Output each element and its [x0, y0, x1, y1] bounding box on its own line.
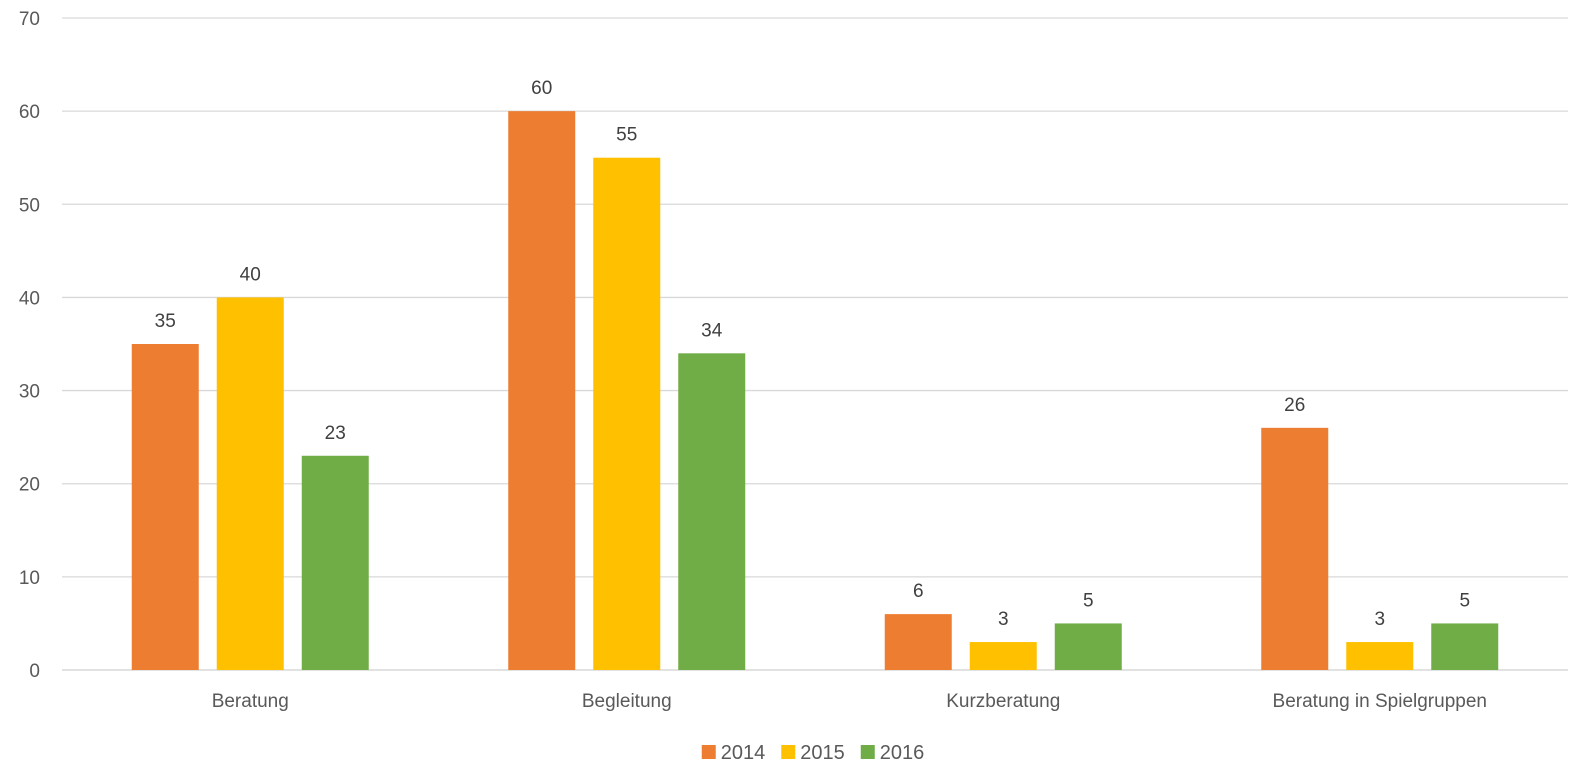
x-axis-category-labels: Beratung Begleitung Kurzberatung Beratung i…: [212, 691, 1487, 712]
bar-2015-beratung-in-spielgruppen: [1346, 642, 1414, 670]
data-label: 26: [1284, 395, 1305, 416]
y-tick-label: 0: [29, 661, 40, 682]
legend-label: 2015: [800, 742, 845, 764]
y-tick-label: 20: [19, 475, 40, 496]
y-tick-label: 70: [19, 9, 40, 30]
legend-item-2014: 2014: [701, 742, 766, 764]
bar-2014-kurzberatung: [884, 614, 952, 670]
gridlines: [62, 17, 1568, 671]
data-label: 5: [1083, 590, 1094, 611]
bars: [131, 111, 1499, 670]
data-label: 34: [701, 320, 723, 341]
data-label: 5: [1459, 590, 1470, 611]
y-axis-tick-labels: 0 10 20 30 40 50 60 70: [19, 9, 40, 682]
data-label: 40: [240, 264, 261, 285]
y-tick-label: 10: [19, 568, 40, 589]
bar-2014-beratung: [131, 344, 199, 670]
legend-item-2015: 2015: [781, 742, 845, 764]
bar-2014-begleitung: [508, 111, 576, 670]
y-tick-label: 60: [19, 102, 40, 123]
bar-2016-beratung: [301, 455, 369, 670]
bar-2016-begleitung: [678, 353, 746, 670]
legend-swatch: [860, 745, 875, 759]
data-label: 3: [1374, 609, 1385, 630]
data-label: 60: [531, 78, 552, 99]
legend-item-2016: 2016: [860, 742, 925, 764]
legend: 2014 2015 2016: [701, 742, 925, 764]
bar-2016-kurzberatung: [1054, 623, 1122, 670]
legend-label: 2016: [880, 742, 925, 764]
bar-2015-begleitung: [593, 157, 661, 670]
legend-swatch: [701, 745, 716, 759]
y-tick-label: 40: [19, 288, 40, 309]
data-label: 35: [155, 311, 176, 332]
data-label: 6: [913, 581, 924, 602]
y-tick-label: 50: [19, 195, 40, 216]
data-label: 3: [998, 609, 1009, 630]
category-label: Begleitung: [582, 691, 672, 712]
bar-2015-beratung: [216, 297, 284, 670]
category-label: Beratung: [212, 691, 289, 712]
bar-2015-kurzberatung: [969, 642, 1037, 670]
legend-label: 2014: [721, 742, 766, 764]
data-label: 55: [616, 125, 637, 146]
bar-2014-beratung-in-spielgruppen: [1261, 427, 1329, 670]
data-label: 23: [325, 423, 346, 444]
legend-swatch: [781, 745, 796, 759]
bar-2016-beratung-in-spielgruppen: [1431, 623, 1499, 670]
y-tick-label: 30: [19, 382, 40, 403]
category-label: Kurzberatung: [946, 691, 1060, 712]
category-label: Beratung in Spielgruppen: [1273, 691, 1487, 712]
